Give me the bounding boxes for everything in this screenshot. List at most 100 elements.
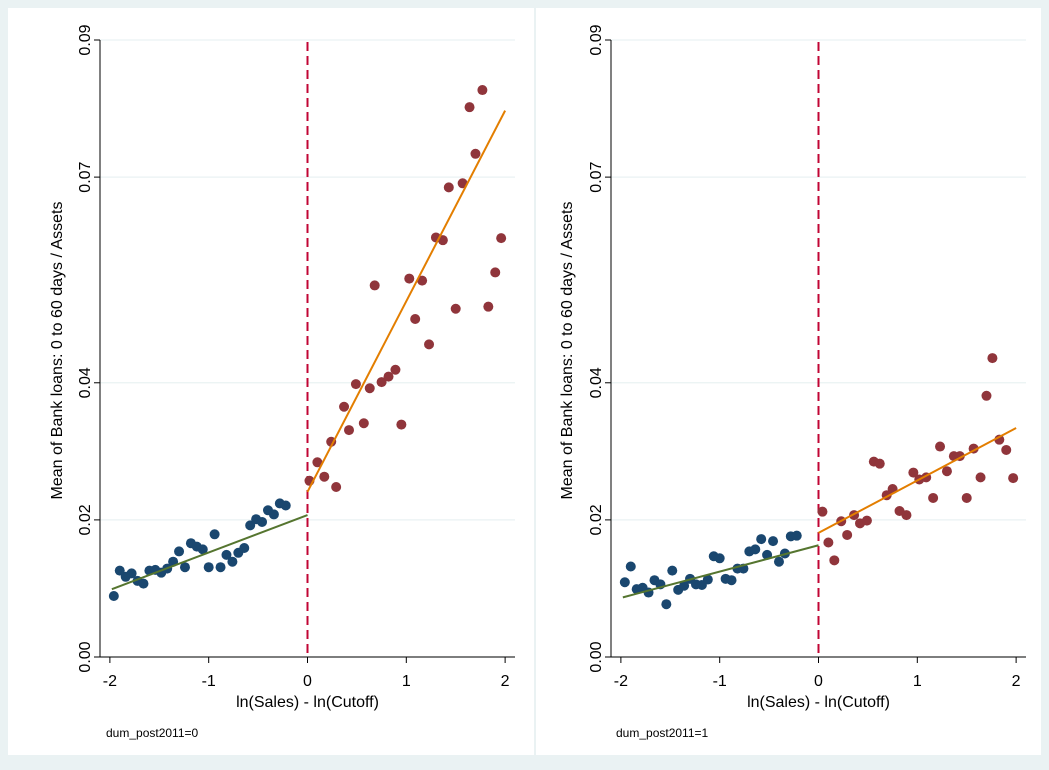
y-axis-title: Mean of Bank loans: 0 to 60 days / Asset…: [49, 202, 66, 500]
data-point-right: [935, 441, 946, 452]
x-tick-label: -2: [614, 673, 628, 690]
data-point-right: [1001, 444, 1012, 455]
data-point-right: [490, 267, 501, 278]
data-point-left: [661, 599, 672, 610]
data-point-right: [450, 303, 461, 314]
data-point-left: [714, 553, 725, 564]
data-point-left: [268, 509, 279, 520]
x-tick-label: 2: [501, 673, 510, 690]
data-point-right: [424, 339, 435, 350]
data-point-right: [483, 301, 494, 312]
x-axis-title: ln(Sales) - ln(Cutoff): [236, 694, 379, 711]
data-point-left: [756, 534, 767, 545]
data-point-left: [667, 565, 678, 576]
chart-panel-2: 0.00 0.02 0.04 0.07 0.09 -2 -1 0 1 2 Mean of Bank …: [559, 24, 1026, 740]
panel-label: dum_post2011=0: [106, 726, 199, 740]
y-tick-label: 0.00: [588, 641, 605, 672]
fit-line-left: [622, 544, 819, 599]
data-point-right: [417, 275, 428, 286]
data-point-left: [791, 530, 802, 541]
data-point-right: [410, 314, 421, 325]
y-tick-label: 0.04: [588, 367, 605, 398]
data-point-right: [941, 466, 952, 477]
data-point-right: [975, 472, 986, 483]
data-point-right: [823, 537, 834, 548]
x-tick-label: 1: [402, 673, 411, 690]
data-point-left: [215, 562, 226, 573]
data-point-right: [396, 419, 407, 430]
y-axis-title: Mean of Bank loans: 0 to 60 days / Asset…: [559, 202, 576, 500]
data-point-left: [114, 565, 125, 576]
x-tick-label: -2: [103, 673, 117, 690]
data-point-right: [470, 148, 481, 159]
data-point-right: [477, 85, 488, 96]
data-point-left: [679, 580, 690, 591]
data-point-right: [496, 233, 507, 244]
data-point-left: [768, 536, 779, 547]
data-point-left: [750, 544, 761, 555]
chart-panel-1: 0.00 0.02 0.04 0.07 0.09 -2 -1 0 1 2 Mean of Bank …: [49, 24, 515, 740]
data-point-right: [364, 383, 375, 394]
y-tick-label: 0.02: [588, 504, 605, 535]
data-point-right: [350, 379, 361, 390]
data-point-left: [280, 500, 291, 511]
x-tick-label: 1: [913, 673, 922, 690]
data-point-right: [319, 471, 330, 482]
fit-line-right: [306, 110, 507, 493]
data-point-right: [358, 418, 369, 429]
y-tick-label: 0.02: [77, 504, 94, 535]
data-point-right: [874, 458, 885, 469]
y-tick-label: 0.07: [77, 161, 94, 192]
data-point-right: [817, 506, 828, 517]
fit-line-left: [111, 514, 308, 591]
x-tick-label: 0: [303, 673, 312, 690]
x-tick-label: 0: [814, 673, 823, 690]
data-point-left: [227, 556, 238, 567]
data-point-left: [257, 516, 268, 527]
x-tick-label: -1: [202, 673, 216, 690]
data-point-left: [702, 574, 713, 585]
data-point-right: [829, 555, 840, 566]
data-point-right: [908, 467, 919, 478]
data-point-right: [376, 377, 387, 388]
data-point-right: [312, 457, 323, 468]
data-point-left: [138, 578, 149, 589]
panel-label: dum_post2011=1: [616, 726, 709, 740]
data-point-left: [209, 529, 220, 540]
data-point-right: [987, 353, 998, 364]
data-point-right: [901, 510, 912, 521]
data-point-right: [981, 390, 992, 401]
data-point-right: [928, 492, 939, 503]
y-tick-label: 0.04: [77, 367, 94, 398]
data-point-right: [344, 425, 354, 436]
panel-background-left: [8, 8, 534, 755]
panel-background-right: [536, 8, 1041, 755]
data-point-left: [203, 562, 214, 573]
data-point-left: [726, 575, 737, 586]
x-tick-label: 2: [1012, 673, 1021, 690]
data-point-left: [221, 549, 232, 560]
data-point-left: [245, 520, 256, 531]
data-point-left: [179, 562, 190, 573]
data-point-right: [331, 481, 342, 492]
data-point-left: [197, 544, 208, 555]
data-point-right: [443, 182, 454, 193]
data-point-right: [390, 364, 401, 375]
data-point-right: [383, 371, 394, 382]
data-point-left: [108, 590, 119, 601]
y-tick-label: 0.09: [588, 24, 605, 55]
y-tick-label: 0.07: [588, 161, 605, 192]
data-point-right: [369, 280, 380, 291]
y-tick-label: 0.00: [77, 641, 94, 672]
x-axis-title: ln(Sales) - ln(Cutoff): [747, 694, 890, 711]
data-point-right: [1008, 473, 1019, 484]
data-point-left: [773, 556, 784, 567]
data-point-left: [239, 542, 250, 553]
data-point-right: [404, 273, 415, 284]
data-point-left: [619, 577, 630, 588]
data-point-left: [625, 561, 636, 572]
x-tick-label: -1: [713, 673, 727, 690]
y-tick-label: 0.09: [77, 24, 94, 55]
data-point-right: [961, 492, 972, 503]
